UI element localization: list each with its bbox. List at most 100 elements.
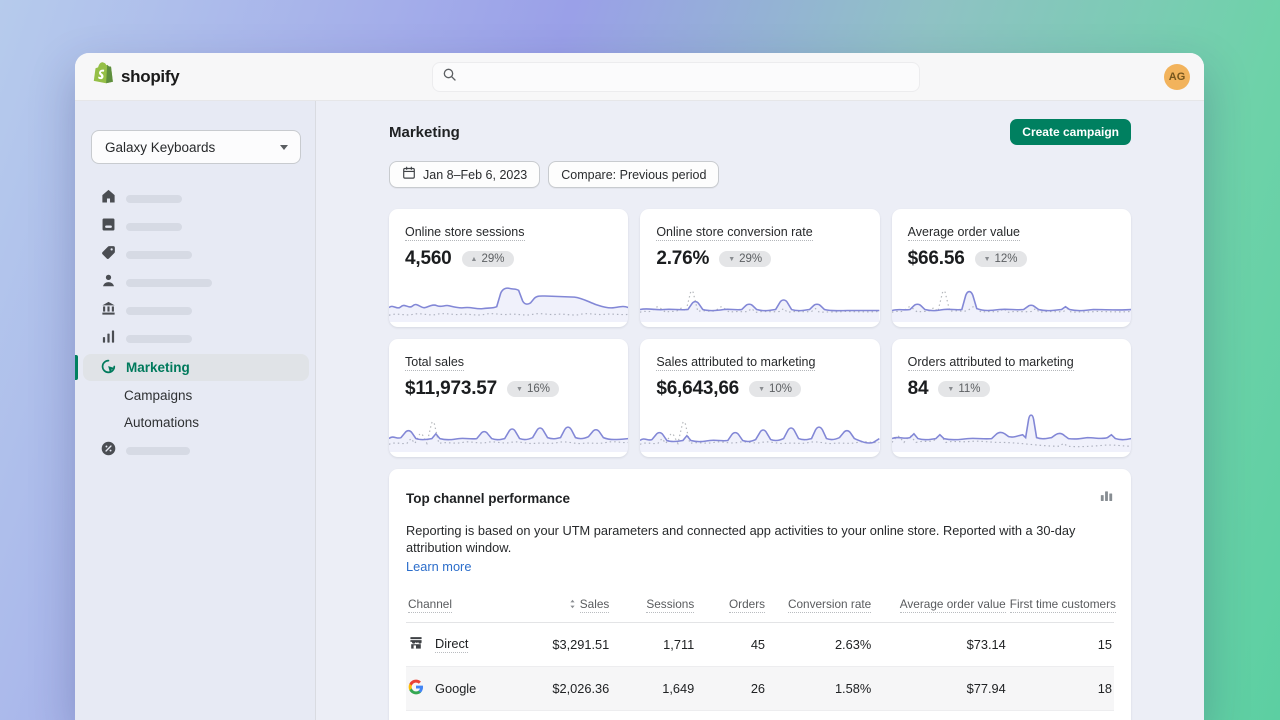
sidebar-item-label: Automations: [124, 415, 200, 430]
nav-placeholder: [126, 307, 192, 315]
shopify-bag-icon: [93, 62, 114, 91]
metric-card-sales-attributed[interactable]: Sales attributed to marketing $6,643,66 …: [640, 339, 880, 457]
column-orders: Orders: [728, 597, 766, 614]
arrow-down-icon: ▼: [983, 255, 991, 263]
tag-icon: [100, 244, 117, 266]
sidebar-nav: Marketing Campaigns Automations: [75, 185, 315, 465]
sidebar-item-label: Marketing: [126, 360, 190, 375]
metric-value: $11,973.57: [405, 378, 498, 399]
delta-badge: ▼ 29%: [719, 251, 772, 267]
metric-card-total-sales[interactable]: Total sales $11,973.57 ▼ 16%: [389, 339, 629, 457]
sidebar-item-analytics[interactable]: [75, 325, 315, 353]
arrow-down-icon: ▼: [947, 385, 955, 393]
metric-card-online-store-sessions[interactable]: Online store sessions 4,560 ▲ 29%: [389, 209, 629, 327]
sidebar-item-customers[interactable]: [75, 269, 315, 297]
main-content: Marketing Create campaign Jan 8–Feb 6, 2…: [315, 101, 1204, 720]
column-conversion-rate: Conversion rate: [787, 597, 872, 614]
sidebar-item-discounts[interactable]: [75, 437, 315, 465]
metric-value: $6,643,66: [656, 378, 740, 399]
sparkline-chart: [891, 276, 1131, 322]
cell-first-time-customers: 18: [1097, 680, 1112, 696]
channel-table: Channel Sales Sessions Orders Conversion…: [406, 589, 1116, 720]
cell-sessions: 1,649: [662, 680, 695, 696]
sparkline-chart: [891, 406, 1131, 452]
home-icon: [100, 188, 117, 210]
search-icon: [442, 67, 457, 87]
report-chart-icon[interactable]: [1099, 488, 1114, 508]
sidebar-item-automations[interactable]: Automations: [75, 409, 315, 436]
arrow-up-icon: ▲: [470, 255, 478, 263]
date-range-label: Jan 8–Feb 6, 2023: [423, 167, 528, 182]
metric-card-conversion-rate[interactable]: Online store conversion rate 2.76% ▼ 29%: [640, 209, 880, 327]
column-sessions: Sessions: [646, 597, 695, 614]
sidebar-item-home[interactable]: [75, 185, 315, 213]
sort-icon: [569, 598, 576, 612]
cell-average-order-value: $69.87: [873, 710, 1008, 720]
cell-sales: $2,026.36: [552, 680, 610, 696]
sidebar-item-marketing[interactable]: Marketing: [75, 354, 315, 381]
cell-orders: 45: [750, 636, 766, 652]
cell-conversion-rate: 1.58%: [834, 680, 872, 696]
metric-card-orders-attributed[interactable]: Orders attributed to marketing 84 ▼ 11%: [891, 339, 1131, 457]
page-title: Marketing: [389, 123, 460, 141]
table-row-google[interactable]: Google $2,026.36 1,649 26 1.58% $77.94 1…: [406, 666, 1114, 711]
topbar: shopify AG: [75, 53, 1204, 101]
arrow-down-icon: ▼: [728, 255, 736, 263]
bar-chart-icon: [100, 328, 117, 350]
sidebar-item-campaigns[interactable]: Campaigns: [75, 382, 315, 409]
discount-icon: [100, 440, 117, 462]
sparkline-chart: [640, 406, 880, 452]
arrow-down-icon: ▼: [758, 385, 765, 393]
nav-placeholder: [126, 251, 192, 259]
store-selector-label: Galaxy Keyboards: [105, 139, 216, 155]
sidebar: Galaxy Keyboards: [75, 101, 315, 720]
metric-label: Sales attributed to marketing: [656, 355, 816, 371]
cell-orders: 18: [696, 710, 767, 720]
table-header-row: Channel Sales Sessions Orders Conversion…: [406, 589, 1116, 623]
arrow-down-icon: ▼: [516, 385, 523, 393]
search-input[interactable]: [432, 61, 920, 92]
channel-name[interactable]: Google: [435, 680, 477, 696]
create-campaign-button[interactable]: Create campaign: [1010, 119, 1131, 145]
nav-placeholder: [126, 279, 212, 287]
store-selector[interactable]: Galaxy Keyboards: [91, 130, 301, 164]
shopify-logo[interactable]: shopify: [75, 62, 315, 91]
active-indicator: [75, 355, 78, 380]
table-row-direct[interactable]: Direct $3,291.51 1,711 45 2.63% $73.14 1…: [406, 622, 1114, 666]
metric-card-average-order-value[interactable]: Average order value $66.56 ▼ 12%: [891, 209, 1131, 327]
orders-icon: [100, 216, 117, 238]
nav-placeholder: [126, 447, 190, 455]
metric-cards: Online store sessions 4,560 ▲ 29%: [389, 209, 1131, 457]
cell-sessions: 134: [611, 710, 696, 720]
table-row-instagram[interactable]: Instagram $1,257.65 134 18 13.43% $69.87…: [406, 710, 1114, 720]
cell-sessions: 1,711: [663, 636, 695, 652]
compare-button[interactable]: Compare: Previous period: [548, 161, 720, 188]
metric-label: Online store conversion rate: [656, 225, 813, 241]
metric-value: $66.56: [907, 248, 965, 269]
chevron-down-icon: [280, 144, 288, 150]
metric-label: Online store sessions: [405, 225, 525, 241]
delta-badge: ▼ 16%: [507, 381, 560, 397]
cell-sales: $1,257.65: [519, 710, 611, 720]
cell-first-time-customers: 17: [1008, 710, 1114, 720]
avatar[interactable]: AG: [1164, 63, 1190, 90]
storefront-icon: [408, 635, 424, 654]
cell-conversion-rate: 2.63%: [834, 636, 872, 652]
metric-label: Orders attributed to marketing: [907, 355, 1074, 371]
nav-placeholder: [126, 195, 182, 203]
compare-label: Compare: Previous period: [561, 167, 707, 182]
learn-more-link[interactable]: Learn more: [406, 558, 472, 574]
sidebar-item-products[interactable]: [75, 241, 315, 269]
sidebar-item-orders[interactable]: [75, 213, 315, 241]
top-channel-performance-card: Top channel performance Reporting is bas…: [389, 469, 1131, 720]
shopify-wordmark: shopify: [121, 66, 180, 86]
date-range-button[interactable]: Jan 8–Feb 6, 2023: [389, 161, 541, 188]
shopify-admin-window: shopify AG Galaxy Keyboards: [75, 53, 1204, 720]
metric-value: 4,560: [405, 248, 452, 269]
metric-value: 2.76%: [656, 248, 710, 269]
sidebar-item-finances[interactable]: [75, 297, 315, 325]
cell-average-order-value: $77.94: [966, 680, 1006, 696]
channel-name[interactable]: Direct: [435, 635, 469, 653]
cell-orders: 26: [750, 680, 766, 696]
